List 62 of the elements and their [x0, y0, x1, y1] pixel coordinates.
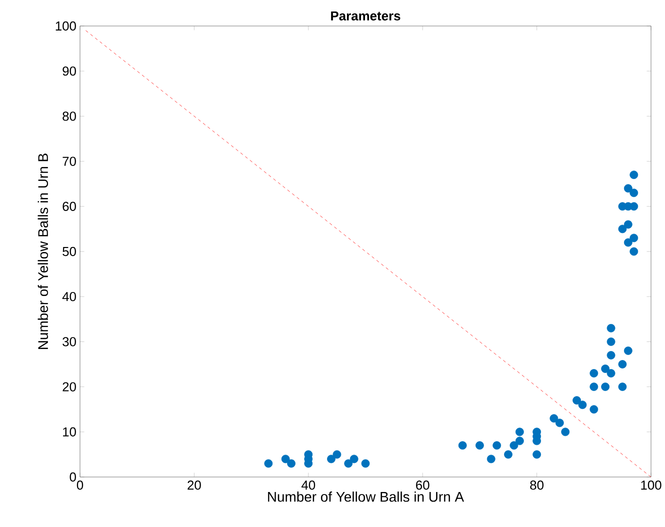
- x-tick-label: 40: [301, 480, 316, 490]
- x-tick-label: 100: [641, 480, 662, 490]
- x-tick-label: 80: [530, 480, 544, 490]
- y-axis-title: Number of Yellow Balls in Urn B: [38, 154, 48, 349]
- point: [532, 450, 542, 459]
- point: [624, 220, 632, 229]
- point: [281, 454, 290, 464]
- point: [572, 396, 581, 405]
- point: [458, 441, 467, 450]
- point: [515, 428, 524, 436]
- y-tick-label: 40: [62, 292, 76, 302]
- point: [327, 454, 336, 464]
- chart-title: Parameters: [331, 11, 400, 20]
- point: [476, 441, 484, 450]
- point: [344, 459, 353, 468]
- x-tick-label: 0: [76, 480, 84, 490]
- y-tick-label: 90: [62, 66, 76, 76]
- point: [350, 454, 358, 464]
- point: [624, 238, 632, 247]
- point: [630, 170, 638, 180]
- x-tick-label: 60: [416, 480, 430, 490]
- point: [555, 418, 564, 428]
- point: [361, 459, 370, 468]
- x-tick-label: 20: [188, 480, 201, 490]
- point: [264, 459, 273, 468]
- point: [630, 188, 638, 198]
- point: [486, 454, 496, 464]
- y-tick-label: 20: [62, 382, 76, 392]
- point: [606, 369, 616, 378]
- point: [630, 234, 638, 242]
- point: [601, 382, 610, 391]
- point: [590, 369, 598, 378]
- y-tick-label: 100: [56, 21, 76, 31]
- point: [578, 400, 587, 410]
- point: [624, 346, 632, 355]
- point: [618, 224, 627, 234]
- point: [618, 360, 627, 368]
- point: [561, 428, 570, 436]
- point: [504, 450, 512, 459]
- point: [606, 351, 616, 360]
- point: [332, 450, 342, 459]
- point: [606, 338, 616, 346]
- y-tick-label: 60: [62, 202, 76, 211]
- y-tick-label: 70: [62, 156, 76, 166]
- point: [590, 405, 598, 414]
- point: [515, 436, 524, 446]
- point: [624, 184, 632, 193]
- y-tick-label: 30: [62, 337, 76, 346]
- x-axis-title: Number of Yellow Balls in Urn A: [268, 492, 464, 502]
- point: [618, 382, 627, 391]
- point: [492, 441, 502, 450]
- point: [590, 382, 598, 391]
- point: [606, 324, 616, 332]
- point: [630, 247, 638, 256]
- y-tick-label: 80: [62, 112, 76, 121]
- point: [601, 364, 610, 373]
- point: [510, 441, 518, 450]
- y-tick-label: 10: [63, 427, 76, 436]
- point: [287, 459, 296, 468]
- y-tick-label: 0: [70, 472, 76, 482]
- y-tick-label: 50: [62, 246, 76, 256]
- point: [550, 414, 558, 423]
